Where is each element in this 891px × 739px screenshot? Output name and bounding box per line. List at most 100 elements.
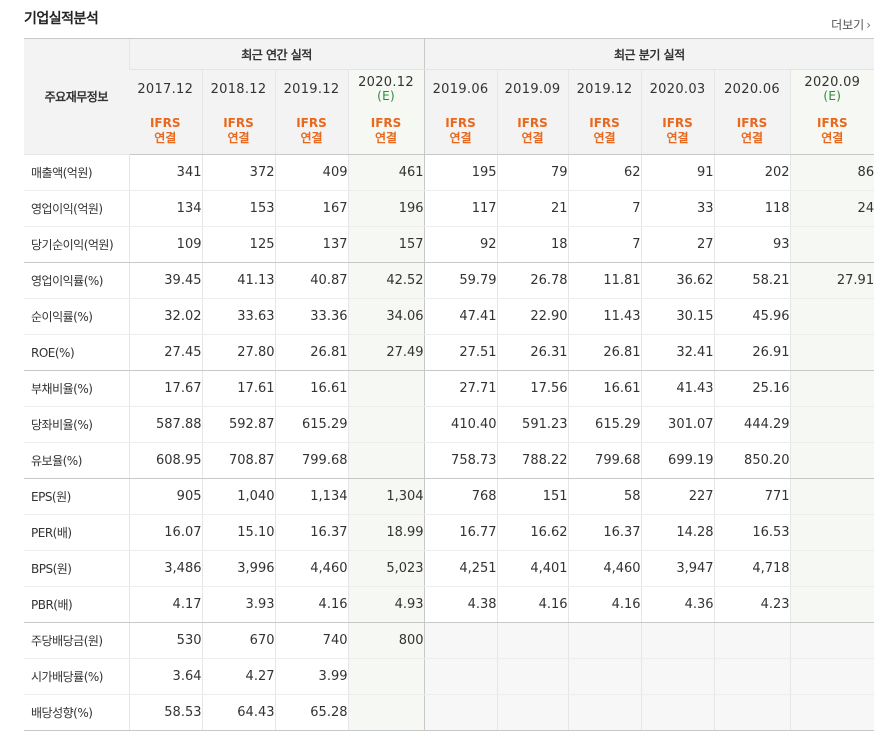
- table-cell: [713, 622, 791, 659]
- table-cell: 4.36: [640, 586, 715, 623]
- accounting-standard: IFRS 연결: [274, 108, 348, 155]
- table-cell: 4,460: [567, 550, 642, 587]
- table-cell: 26.78: [496, 262, 569, 299]
- table-cell: [347, 406, 425, 443]
- table-cell: 59.79: [423, 262, 498, 299]
- accounting-standard: IFRS 연결: [496, 108, 569, 155]
- table-cell: 301.07: [640, 406, 715, 443]
- table-cell: [789, 694, 875, 731]
- table-cell: 409: [274, 154, 348, 191]
- table-cell: [640, 694, 715, 731]
- period-label: 2019.06: [432, 81, 489, 97]
- basis-label: 연결: [449, 131, 472, 145]
- row-label: 부채비율(%): [24, 370, 129, 407]
- table-row: 유보율(%) 608.95 708.87 799.68 758.73 788.22 799.…: [24, 442, 875, 479]
- row-label: 영업이익(억원): [24, 190, 129, 227]
- accounting-standard: IFRS 연결: [347, 108, 425, 155]
- standard-label: IFRS: [662, 116, 693, 130]
- table-cell: 15.10: [201, 514, 275, 551]
- table-cell: 25.16: [713, 370, 791, 407]
- table-cell: 530: [128, 622, 202, 659]
- table-cell: 79: [496, 154, 569, 191]
- row-label: 순이익률(%): [24, 298, 129, 335]
- table-cell: 195: [423, 154, 498, 191]
- table-cell: 27.80: [201, 334, 275, 371]
- table-cell: 1,304: [347, 478, 425, 515]
- basis-label: 연결: [741, 131, 764, 145]
- table-cell: 125: [201, 226, 275, 263]
- table-row: PER(배) 16.07 15.10 16.37 18.99 16.77 16.62 16.3…: [24, 514, 875, 551]
- table-cell: 26.91: [713, 334, 791, 371]
- table-cell: 788.22: [496, 442, 569, 479]
- period-label: 2020.12: [358, 75, 414, 90]
- more-label: 더보기: [831, 18, 865, 32]
- table-cell: [789, 226, 875, 263]
- table-cell: 461: [347, 154, 425, 191]
- table-cell: 27.71: [423, 370, 498, 407]
- table-cell: [789, 370, 875, 407]
- period-header: 2020.06: [713, 69, 791, 108]
- table-cell: 30.15: [640, 298, 715, 335]
- basis-label: 연결: [593, 131, 616, 145]
- table-cell: 3,486: [128, 550, 202, 587]
- period-label: 2019.12: [283, 81, 340, 97]
- table-row: 당좌비율(%) 587.88 592.87 615.29 410.40 591.23 615…: [24, 406, 875, 443]
- row-label: 주당배당금(원): [24, 622, 129, 659]
- table-cell: 17.67: [128, 370, 202, 407]
- standard-label: IFRS: [149, 116, 181, 130]
- table-row: ROE(%) 27.45 27.80 26.81 27.49 27.51 26.31 26.8…: [24, 334, 875, 371]
- standard-label: IFRS: [370, 116, 402, 130]
- table-cell: 4.27: [201, 658, 275, 695]
- basis-label: 연결: [821, 131, 844, 145]
- table-row: 배당성향(%) 58.53 64.43 65.28: [24, 694, 875, 731]
- table-cell: 16.53: [713, 514, 791, 551]
- table-cell: 4.16: [567, 586, 642, 623]
- table-cell: [423, 658, 498, 695]
- standard-label: IFRS: [223, 116, 254, 130]
- row-label: 시가배당률(%): [24, 658, 129, 695]
- more-link[interactable]: 더보기 ›: [831, 16, 871, 33]
- table-cell: 17.61: [201, 370, 275, 407]
- table-cell: 1,040: [201, 478, 275, 515]
- table-cell: 64.43: [201, 694, 275, 731]
- table-cell: 4,718: [713, 550, 791, 587]
- row-label: ROE(%): [24, 334, 129, 371]
- period-label: 2018.12: [210, 81, 267, 97]
- table-cell: 16.62: [496, 514, 569, 551]
- table-cell: 4.17: [128, 586, 202, 623]
- table-cell: [789, 478, 875, 515]
- table-cell: 27.51: [423, 334, 498, 371]
- table-cell: [789, 334, 875, 371]
- table-cell: 4.23: [713, 586, 791, 623]
- table-cell: 758.73: [423, 442, 498, 479]
- table-cell: 157: [347, 226, 425, 263]
- table-cell: 4.16: [496, 586, 569, 623]
- table-cell: 41.43: [640, 370, 715, 407]
- table-cell: 800: [347, 622, 425, 659]
- table-cell: [789, 622, 875, 659]
- table-cell: 196: [347, 190, 425, 227]
- page-title: 기업실적분석: [24, 11, 99, 27]
- accounting-standard: IFRS 연결: [201, 108, 275, 155]
- table-row: 영업이익(억원) 134 153 167 196 117 21 7 33 118 24: [24, 190, 875, 227]
- table-cell: 33.63: [201, 298, 275, 335]
- accounting-standard: IFRS 연결: [423, 108, 498, 155]
- table-cell: 21: [496, 190, 569, 227]
- table-cell: 36.62: [640, 262, 715, 299]
- table-cell: 118: [713, 190, 791, 227]
- table-cell: [789, 658, 875, 695]
- table-cell: 27.91: [789, 262, 875, 299]
- table-cell: 708.87: [201, 442, 275, 479]
- table-cell: 134: [128, 190, 202, 227]
- table-cell: [423, 694, 498, 731]
- table-cell: 58.53: [128, 694, 202, 731]
- accounting-standard: IFRS 연결: [640, 108, 715, 155]
- table-cell: 740: [274, 622, 348, 659]
- table-cell: 7: [567, 226, 642, 263]
- table-cell: 18.99: [347, 514, 425, 551]
- table-cell: 33.36: [274, 298, 348, 335]
- table-cell: 34.06: [347, 298, 425, 335]
- row-label: EPS(원): [24, 478, 129, 515]
- period-label: 2019.12: [576, 81, 633, 97]
- table-cell: 4,251: [423, 550, 498, 587]
